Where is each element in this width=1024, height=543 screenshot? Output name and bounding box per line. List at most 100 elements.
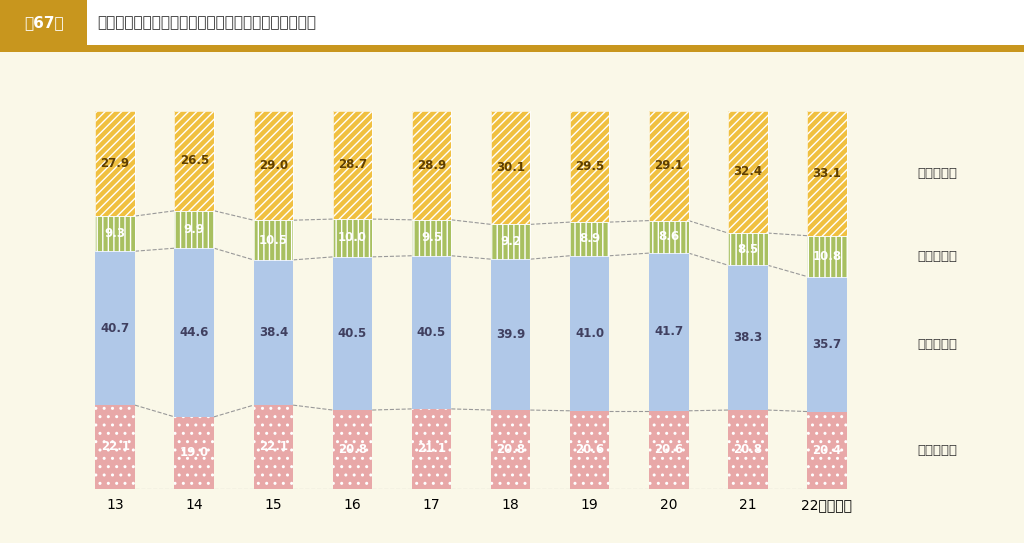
Bar	[728, 233, 768, 265]
Bar	[728, 410, 768, 489]
Bar	[333, 111, 372, 219]
Text: 第67図: 第67図	[25, 16, 63, 30]
Bar	[174, 417, 214, 489]
Bar	[0, 0, 87, 46]
Bar	[649, 253, 688, 411]
Bar	[412, 220, 452, 256]
Bar	[95, 111, 135, 216]
Text: 27.9: 27.9	[100, 157, 130, 170]
Bar	[412, 220, 452, 256]
Bar	[174, 111, 214, 211]
Text: 10.8: 10.8	[812, 250, 842, 263]
Bar	[570, 256, 609, 411]
Bar	[174, 248, 214, 417]
Bar	[570, 111, 609, 222]
Text: 32.4: 32.4	[733, 165, 763, 178]
Text: 38.4: 38.4	[259, 326, 288, 339]
Text: 30.1: 30.1	[496, 161, 525, 174]
Bar	[254, 111, 293, 220]
Bar	[95, 251, 135, 405]
Text: 22.1: 22.1	[259, 440, 288, 453]
Text: 40.5: 40.5	[417, 326, 446, 339]
Bar	[412, 256, 452, 409]
Bar	[649, 220, 688, 253]
Text: 8.6: 8.6	[658, 230, 679, 243]
Text: 41.7: 41.7	[654, 325, 683, 338]
Bar	[95, 111, 135, 216]
Bar	[412, 111, 452, 220]
Bar	[174, 417, 214, 489]
Bar	[649, 111, 688, 220]
Bar	[174, 211, 214, 248]
Text: 8.9: 8.9	[580, 232, 600, 245]
Text: 35.7: 35.7	[812, 338, 842, 351]
Bar	[570, 222, 609, 256]
Bar	[95, 216, 135, 251]
Bar	[649, 411, 688, 489]
Bar	[490, 224, 530, 259]
Bar	[807, 236, 847, 276]
Text: 9.9: 9.9	[183, 223, 205, 236]
Text: 21.1: 21.1	[417, 443, 446, 455]
Bar	[728, 111, 768, 233]
Text: 29.0: 29.0	[259, 159, 288, 172]
Text: 20.8: 20.8	[338, 443, 367, 456]
Bar	[412, 111, 452, 220]
Bar	[333, 410, 372, 489]
Bar	[570, 111, 609, 222]
Bar	[490, 410, 530, 489]
Text: 40.7: 40.7	[100, 321, 130, 334]
Bar	[95, 405, 135, 489]
Bar	[728, 111, 768, 233]
Bar	[728, 233, 768, 265]
Bar	[333, 219, 372, 257]
Text: 38.3: 38.3	[733, 331, 763, 344]
Bar	[807, 412, 847, 489]
Bar	[570, 222, 609, 256]
Text: 一般財源等: 一般財源等	[918, 167, 957, 180]
Bar	[254, 260, 293, 405]
Bar	[95, 216, 135, 251]
Text: 8.5: 8.5	[737, 243, 759, 256]
Bar	[807, 276, 847, 412]
Bar	[649, 111, 688, 220]
Bar	[333, 219, 372, 257]
Bar	[728, 265, 768, 410]
Text: 9.2: 9.2	[500, 235, 521, 248]
Bar	[490, 111, 530, 224]
Bar	[412, 409, 452, 489]
Text: そ　の　他: そ の 他	[918, 250, 957, 263]
Bar	[254, 220, 293, 260]
Text: 39.9: 39.9	[496, 328, 525, 341]
Bar	[174, 211, 214, 248]
Bar	[333, 111, 372, 219]
Text: 20.8: 20.8	[496, 443, 525, 456]
Bar	[807, 111, 847, 236]
Text: 29.1: 29.1	[654, 159, 683, 172]
Text: 20.6: 20.6	[575, 443, 604, 456]
Text: 20.6: 20.6	[654, 443, 683, 456]
Text: 41.0: 41.0	[575, 327, 604, 340]
Bar	[649, 411, 688, 489]
Bar	[490, 259, 530, 410]
Bar	[490, 224, 530, 259]
Text: 22.1: 22.1	[100, 440, 130, 453]
Bar	[807, 111, 847, 236]
Bar	[649, 220, 688, 253]
Bar	[728, 410, 768, 489]
Bar	[333, 257, 372, 410]
Bar	[254, 405, 293, 489]
Text: 国庫支出金: 国庫支出金	[918, 444, 957, 457]
Bar	[807, 412, 847, 489]
Text: 地　方　債: 地 方 債	[918, 338, 957, 351]
Text: 33.1: 33.1	[812, 167, 842, 180]
Bar	[807, 236, 847, 276]
Bar	[412, 409, 452, 489]
Text: 10.0: 10.0	[338, 231, 367, 244]
Text: 44.6: 44.6	[179, 326, 209, 339]
Bar	[95, 405, 135, 489]
Text: 19.0: 19.0	[179, 446, 209, 459]
Text: 9.3: 9.3	[104, 227, 126, 240]
Text: 26.5: 26.5	[179, 154, 209, 167]
Bar	[570, 411, 609, 489]
